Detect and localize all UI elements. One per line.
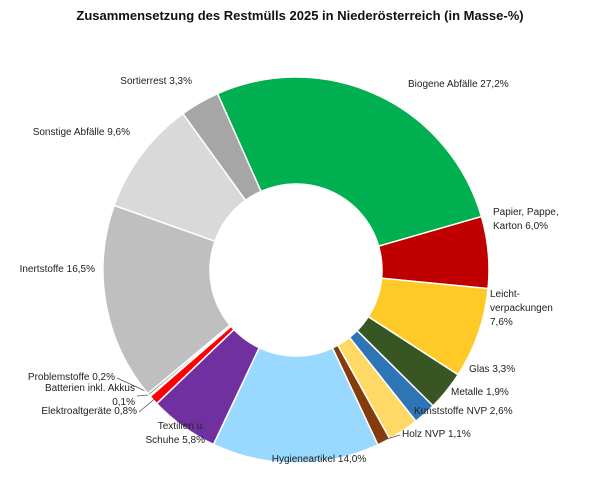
slice-label: Batterien inkl. Akkus 0,1% (25, 382, 135, 410)
slice (212, 346, 379, 464)
category-name: Hygieneartikel (271, 454, 336, 465)
value-label: 14,0% (337, 454, 367, 465)
slice (181, 92, 263, 202)
value-label: 5,8% (182, 435, 205, 446)
slice-label: Leicht-verpackungen 7,6% (490, 288, 560, 330)
value-label: 0,8% (114, 406, 137, 417)
category-name: Problemstoffe (27, 372, 90, 383)
category-name: Textilien u. Schuhe (145, 421, 206, 446)
value-label: 16,5% (66, 264, 95, 275)
leader-line (138, 398, 156, 413)
slice-label: Inertstoffe 16,5% (5, 263, 95, 277)
slice (102, 204, 232, 395)
slice (216, 76, 483, 248)
value-label: 7,6% (490, 317, 513, 328)
category-name: Kunststoffe NVP (414, 406, 488, 417)
category-name: Sonstige Abfälle (32, 127, 105, 138)
value-label: 9,6% (107, 127, 130, 138)
value-label: 27,2% (480, 79, 509, 90)
value-label: 3,3% (169, 76, 192, 87)
slice-label: Textilien u. Schuhe 5,8% (135, 420, 206, 448)
value-label: 2,6% (489, 406, 513, 417)
category-name: Elektroaltgeräte (41, 406, 112, 417)
slice-label: Kunststoffe NVP 2,6% (414, 405, 514, 419)
category-name: Glas (469, 364, 490, 375)
slice-label: Hygieneartikel 14,0% (259, 453, 379, 467)
category-name: Sortierrest (120, 76, 167, 87)
value-label: 6,0% (525, 221, 549, 232)
slice-label: Sortierrest 3,3% (92, 75, 192, 89)
category-name: Batterien inkl. Akkus (44, 383, 135, 394)
slice-label: Problemstoffe 0,2% (15, 371, 115, 385)
value-label: 0,2% (92, 372, 115, 383)
slice-label: Holz NVP 1,1% (402, 428, 482, 442)
category-name: Papier, Pappe, Karton (493, 207, 559, 232)
slice-label: Papier, Pappe, Karton 6,0% (493, 206, 568, 234)
value-label: 0,1% (112, 397, 135, 408)
slice-label: Elektroaltgeräte 0,8% (37, 405, 137, 419)
category-name: Biogene Abfälle (408, 79, 478, 90)
slice-label: Biogene Abfälle 27,2% (408, 78, 528, 92)
slice-label: Metalle 1,9% (451, 386, 511, 400)
chart-title: Zusammensetzung des Restmülls 2025 in Ni… (76, 8, 524, 23)
category-name: Inertstoffe (19, 264, 64, 275)
category-name: Metalle (451, 387, 484, 398)
slice-label: Glas 3,3% (469, 363, 529, 377)
value-label: 1,1% (447, 429, 471, 440)
slice-label: Sonstige Abfälle 9,6% (10, 126, 130, 140)
value-label: 3,3% (492, 364, 516, 375)
value-label: 1,9% (486, 387, 509, 398)
category-name: Holz NVP (402, 429, 446, 440)
category-name: Leicht-verpackungen (490, 289, 553, 314)
leader-line (382, 434, 401, 441)
